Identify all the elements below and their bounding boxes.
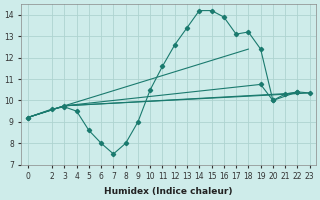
X-axis label: Humidex (Indice chaleur): Humidex (Indice chaleur) [104, 187, 233, 196]
